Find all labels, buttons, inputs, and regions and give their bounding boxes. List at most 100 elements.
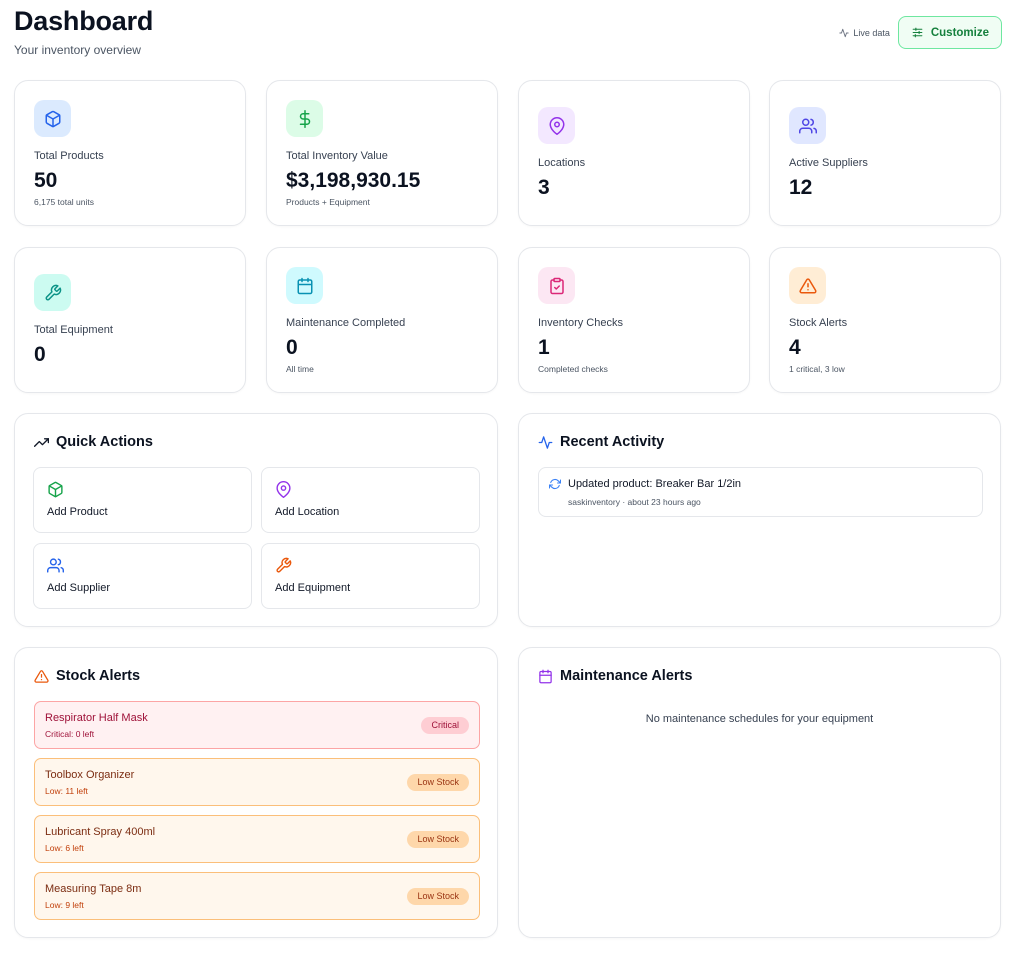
alert-triangle-icon <box>34 669 49 683</box>
stat-icon-box <box>789 107 826 144</box>
wrench-icon <box>275 557 292 574</box>
activity-meta: saskinventory · about 23 hours ago <box>568 497 701 507</box>
stat-card-inventory-value: Total Inventory Value $3,198,930.15 Prod… <box>266 80 498 226</box>
stat-value: 0 <box>34 343 46 366</box>
clipboard-check-icon <box>549 277 564 294</box>
live-data-indicator: Live data <box>839 28 890 38</box>
quick-actions-panel: Quick Actions Add Product Add Location A… <box>14 413 498 627</box>
alert-product-name: Toolbox Organizer <box>45 769 135 781</box>
add-supplier-button[interactable]: Add Supplier <box>33 543 252 609</box>
add-location-label: Add Location <box>275 506 340 518</box>
maintenance-alerts-panel: Maintenance Alerts No maintenance schedu… <box>518 647 1001 938</box>
activity-icon <box>839 28 849 37</box>
stock-alerts-panel: Stock Alerts Respirator Half Mask Critic… <box>14 647 498 938</box>
stat-note: 6,175 total units <box>34 197 95 207</box>
maintenance-alerts-header: Maintenance Alerts <box>538 668 692 684</box>
stock-alert-item[interactable]: Lubricant Spray 400ml Low: 6 left Low St… <box>34 815 480 863</box>
stat-icon-box <box>789 267 826 304</box>
stat-value: $3,198,930.15 <box>286 169 421 192</box>
stat-label: Stock Alerts <box>789 317 848 329</box>
page-subtitle: Your inventory overview <box>14 43 141 57</box>
page-header: Dashboard Your inventory overview Live d… <box>14 6 1002 66</box>
add-location-button[interactable]: Add Location <box>261 467 480 533</box>
stat-label: Total Inventory Value <box>286 150 388 162</box>
alert-detail: Critical: 0 left <box>45 729 95 739</box>
alert-detail: Low: 11 left <box>45 786 88 796</box>
quick-actions-header: Quick Actions <box>34 434 153 450</box>
stat-label: Maintenance Completed <box>286 317 406 329</box>
dollar-icon <box>299 109 310 128</box>
add-equipment-label: Add Equipment <box>275 582 351 594</box>
alert-badge: Critical <box>421 717 469 734</box>
package-icon <box>45 110 60 127</box>
header-actions: Live data Customize <box>839 16 1002 49</box>
customize-button[interactable]: Customize <box>897 16 1002 49</box>
recent-activity-header: Recent Activity <box>538 434 664 450</box>
stat-note: 1 critical, 3 low <box>789 364 845 374</box>
stat-note: Products + Equipment <box>286 197 370 207</box>
add-equipment-button[interactable]: Add Equipment <box>261 543 480 609</box>
stat-note: All time <box>286 364 314 374</box>
stock-alerts-title: Stock Alerts <box>56 668 141 684</box>
stat-label: Locations <box>538 157 586 169</box>
stat-value: 1 <box>538 336 550 359</box>
recent-activity-title: Recent Activity <box>560 434 665 450</box>
quick-actions-title: Quick Actions <box>56 434 153 450</box>
package-icon <box>47 481 64 498</box>
map-pin-icon <box>549 116 564 135</box>
calendar-icon <box>539 669 552 683</box>
users-icon <box>47 557 64 574</box>
stat-icon-box <box>286 100 323 137</box>
alert-product-name: Measuring Tape 8m <box>45 883 142 895</box>
stat-card-maintenance-completed: Maintenance Completed 0 All time <box>266 247 498 393</box>
activity-title: Updated product: Breaker Bar 1/2in <box>568 478 742 490</box>
stat-value: 3 <box>538 176 550 199</box>
add-product-button[interactable]: Add Product <box>33 467 252 533</box>
stat-icon-box <box>538 107 575 144</box>
alert-badge: Low Stock <box>407 774 469 791</box>
live-data-label: Live data <box>853 27 890 38</box>
alert-triangle-icon <box>798 277 817 293</box>
customize-label: Customize <box>930 26 989 39</box>
stat-card-total-equipment: Total Equipment 0 <box>14 247 246 393</box>
alert-product-name: Lubricant Spray 400ml <box>45 826 156 838</box>
stat-label: Active Suppliers <box>789 157 868 169</box>
trending-up-icon <box>34 437 49 447</box>
stock-alert-item[interactable]: Measuring Tape 8m Low: 9 left Low Stock <box>34 872 480 920</box>
wrench-icon <box>45 284 61 300</box>
stat-note: Completed checks <box>538 364 608 374</box>
stat-icon-box <box>538 267 575 304</box>
stat-value: 0 <box>286 336 298 359</box>
stat-card-locations: Locations 3 <box>518 80 750 226</box>
page-title: Dashboard <box>14 6 154 36</box>
stat-label: Inventory Checks <box>538 317 623 329</box>
maintenance-empty-message: No maintenance schedules for your equipm… <box>645 713 874 725</box>
alert-product-name: Respirator Half Mask <box>45 712 148 724</box>
stat-card-total-products: Total Products 50 6,175 total units <box>14 80 246 226</box>
users-icon <box>798 118 817 133</box>
activity-item[interactable]: Updated product: Breaker Bar 1/2in saski… <box>538 467 983 517</box>
stat-card-active-suppliers: Active Suppliers 12 <box>769 80 1001 226</box>
add-product-label: Add Product <box>47 506 108 518</box>
stat-icon-box <box>286 267 323 304</box>
alert-detail: Low: 9 left <box>45 900 84 910</box>
calendar-icon <box>297 277 312 294</box>
stat-label: Total Products <box>34 150 104 162</box>
alert-badge: Low Stock <box>407 888 469 905</box>
stat-card-inventory-checks: Inventory Checks 1 Completed checks <box>518 247 750 393</box>
stat-value: 4 <box>789 336 801 359</box>
activity-icon <box>538 435 553 449</box>
stock-alert-item[interactable]: Toolbox Organizer Low: 11 left Low Stock <box>34 758 480 806</box>
stat-icon-box <box>34 100 71 137</box>
stock-alert-item[interactable]: Respirator Half Mask Critical: 0 left Cr… <box>34 701 480 749</box>
stat-label: Total Equipment <box>34 324 113 336</box>
stat-card-stock-alerts: Stock Alerts 4 1 critical, 3 low <box>769 247 1001 393</box>
alert-detail: Low: 6 left <box>45 843 84 853</box>
maintenance-alerts-title: Maintenance Alerts <box>560 668 693 684</box>
refresh-icon <box>548 477 562 490</box>
alert-badge: Low Stock <box>407 831 469 848</box>
map-pin-icon <box>275 481 292 498</box>
stat-value: 12 <box>789 176 813 199</box>
stock-alerts-header: Stock Alerts <box>34 668 140 684</box>
recent-activity-panel: Recent Activity Updated product: Breaker… <box>518 413 1001 627</box>
